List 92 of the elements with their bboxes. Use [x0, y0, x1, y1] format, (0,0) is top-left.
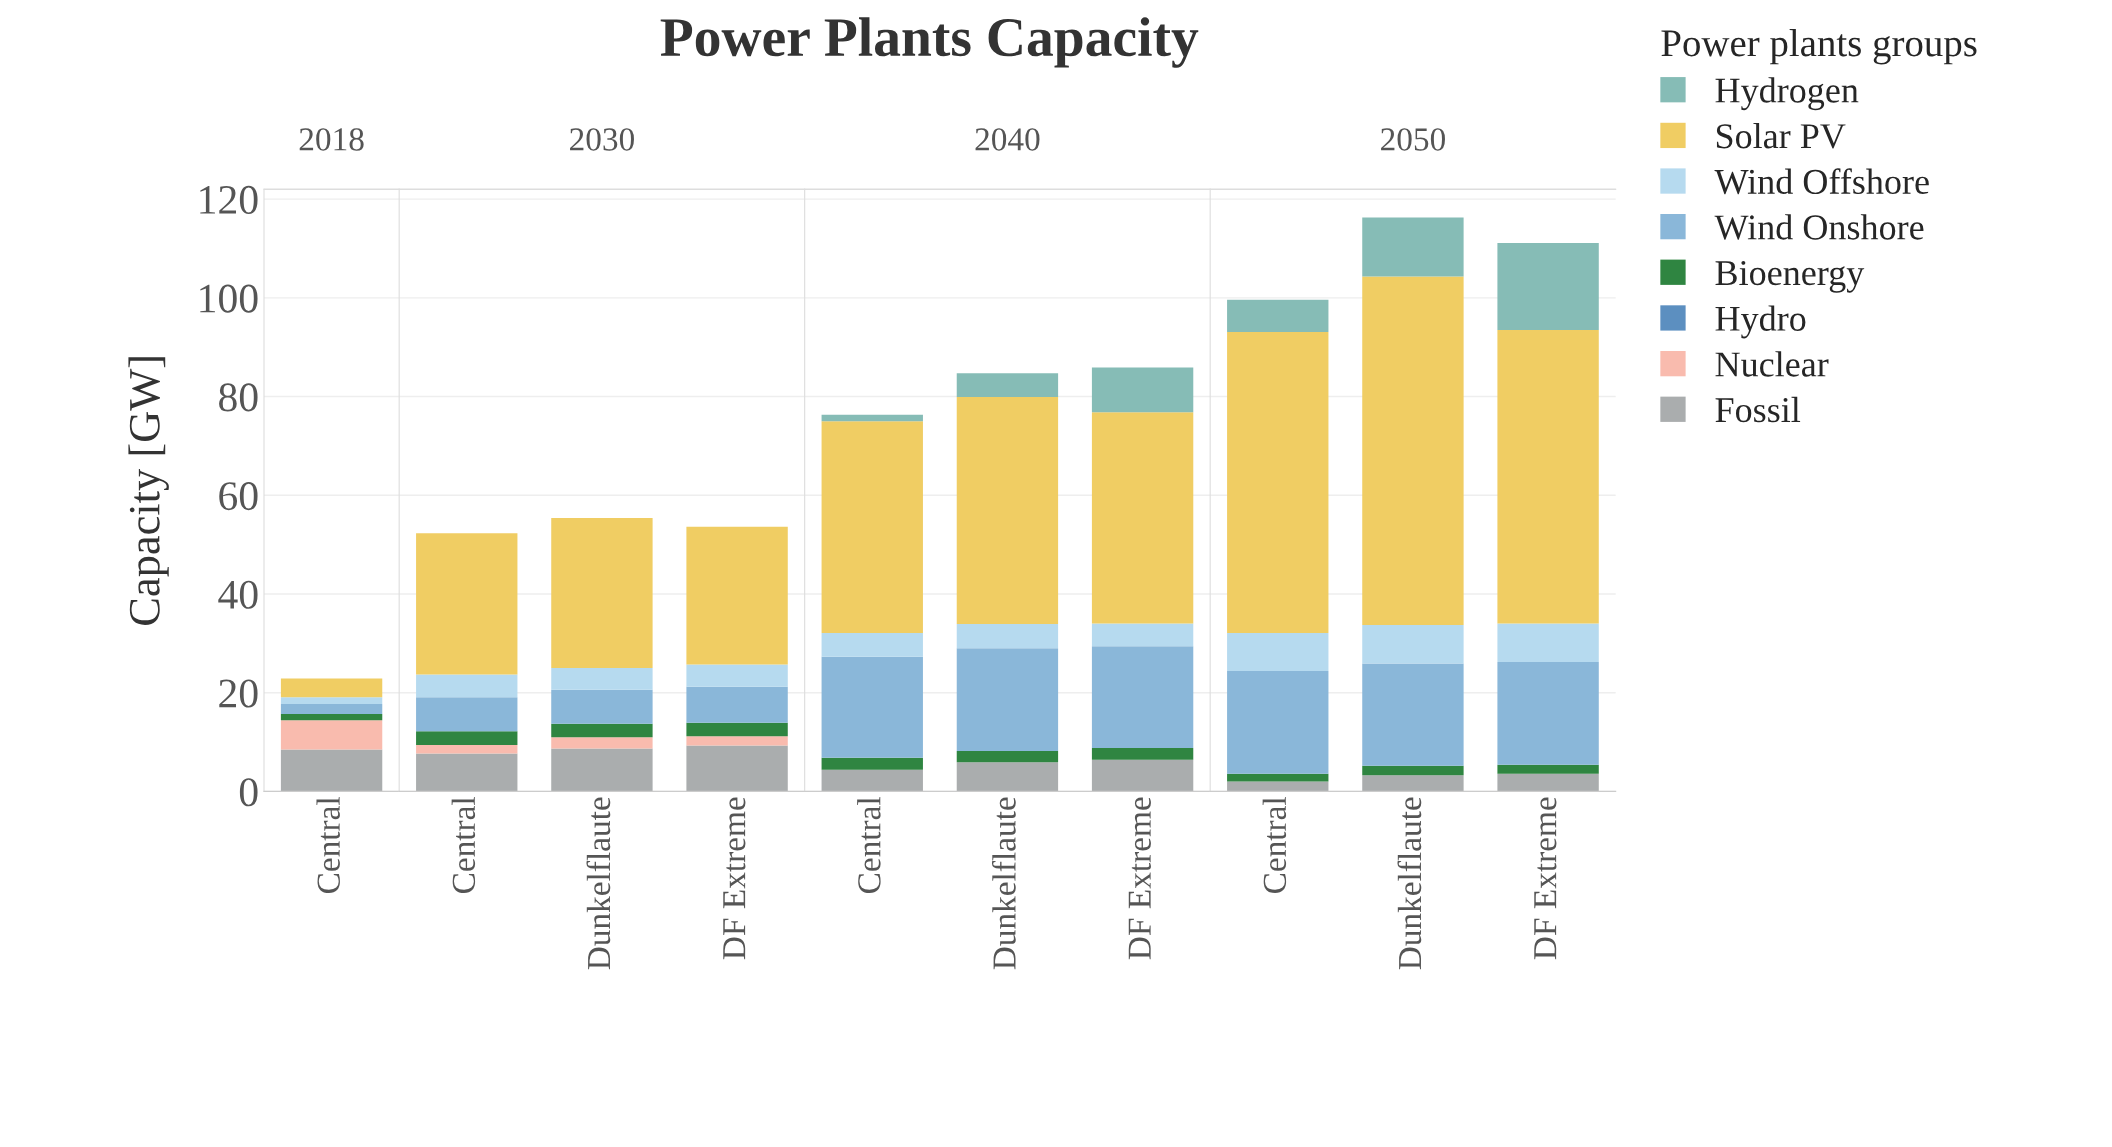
bar: [1227, 632, 1329, 671]
bar: [956, 624, 1059, 649]
y-tick-label: 20: [219, 679, 258, 708]
bar: [551, 748, 653, 792]
bar: [686, 664, 788, 687]
y-axis-title: Capacity [GW]: [128, 357, 169, 625]
bar: [1227, 299, 1329, 332]
legend-label: Fossil: [1715, 396, 1801, 423]
bar: [416, 731, 518, 746]
bar: [686, 722, 788, 737]
bar: [1497, 623, 1599, 663]
y-tick-label: 60: [219, 482, 258, 511]
bar: [551, 668, 653, 690]
chart-title: Power Plants Capacity: [660, 17, 1199, 68]
bar: [416, 533, 518, 675]
bar: [551, 689, 653, 724]
bar: [821, 769, 923, 792]
bar: [1362, 765, 1464, 776]
bar: [1362, 217, 1464, 277]
bar: [1497, 764, 1599, 774]
y-tick-label: 100: [200, 284, 258, 313]
y-tick-label: 40: [218, 580, 258, 609]
y-tick-label: 0: [239, 778, 258, 807]
bar: [280, 697, 383, 705]
bar: [1091, 623, 1194, 647]
legend-label: Hydrogen: [1715, 77, 1859, 111]
legend-label: Wind Offshore: [1714, 168, 1929, 195]
bar: [1227, 773, 1329, 782]
bar: [686, 745, 788, 792]
bar: [956, 397, 1059, 625]
bar: [821, 757, 923, 770]
bar: [416, 753, 518, 792]
bar: [1497, 773, 1599, 792]
x-tick-label: DF Extreme: [1128, 797, 1151, 960]
bar: [1091, 646, 1194, 748]
x-tick-label: Dunkelflaute: [991, 797, 1016, 970]
chart-subtitle: 2030: [570, 128, 634, 151]
chart-subtitle: 2050: [1381, 128, 1445, 151]
legend-label: Solar PV: [1716, 123, 1846, 149]
bar: [1497, 243, 1599, 330]
bar: [280, 713, 383, 721]
bar: [1497, 662, 1599, 765]
bar: [280, 678, 383, 698]
bar: [551, 723, 653, 738]
legend-label: Bioenergy: [1715, 260, 1865, 293]
x-tick-label: Central: [316, 796, 340, 894]
x-tick-label: Dunkelflaute: [586, 797, 611, 970]
bar: [686, 736, 788, 746]
bar: [1227, 670, 1329, 774]
legend-label: Wind Onshore: [1714, 214, 1924, 240]
bar: [821, 656, 923, 758]
bar: [1091, 412, 1194, 624]
bar: [956, 373, 1059, 398]
x-tick-label: DF Extreme: [1534, 797, 1557, 960]
legend-label: Hydro: [1715, 305, 1806, 339]
x-tick-label: Central: [1262, 796, 1287, 894]
bar: [1362, 775, 1464, 792]
bar: [956, 648, 1059, 751]
bar: [1227, 331, 1329, 633]
bar: [1227, 781, 1329, 792]
bar: [1362, 276, 1464, 626]
bar: [1091, 759, 1194, 792]
bar: [280, 720, 383, 750]
x-tick-label: Central: [857, 796, 881, 894]
bar: [1362, 625, 1464, 664]
bar: [821, 414, 923, 422]
bar: [1091, 367, 1194, 413]
bar: [956, 750, 1059, 763]
x-tick-label: DF Extreme: [723, 797, 746, 960]
x-tick-label: Dunkelflaute: [1397, 797, 1422, 970]
bar: [416, 697, 518, 732]
bar: [1497, 329, 1599, 624]
x-tick-label: Central: [451, 796, 476, 894]
bar: [1091, 747, 1194, 760]
bar: [821, 632, 923, 657]
bar: [821, 421, 923, 633]
bar: [416, 745, 518, 754]
chart-subtitle: 2040: [975, 128, 1040, 151]
bar: [1362, 663, 1464, 766]
bar: [551, 517, 653, 669]
legend-title: Power plants groups: [1661, 29, 1977, 65]
bar: [686, 686, 788, 723]
bar: [551, 737, 653, 749]
legend-label: Nuclear: [1715, 351, 1829, 377]
chart-subtitle: 2018: [299, 128, 364, 151]
bar: [416, 674, 518, 698]
y-tick-label: 120: [200, 185, 258, 214]
bar: [956, 762, 1059, 792]
bar: [686, 526, 788, 665]
y-tick-label: 80: [219, 383, 258, 412]
bar: [280, 704, 383, 714]
bar: [280, 749, 383, 792]
